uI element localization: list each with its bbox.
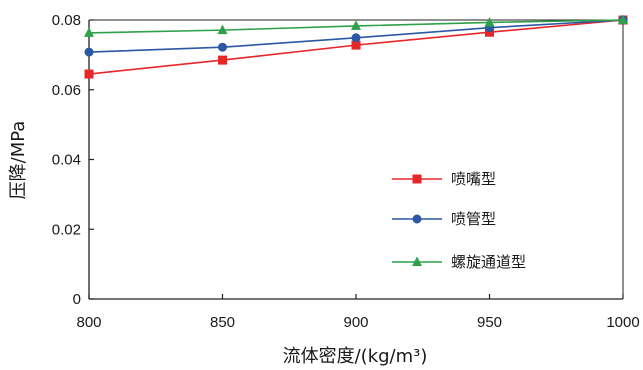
legend-label: 喷管型: [451, 210, 496, 228]
data-point: [84, 47, 94, 57]
data-point: [618, 14, 628, 24]
series-3: [84, 14, 628, 37]
legend-swatch-marker: [412, 256, 422, 266]
data-point: [218, 55, 227, 65]
data-point: [84, 27, 94, 37]
y-tick-label: 0: [73, 291, 81, 308]
x-axis-label: 流体密度/(kg/m³): [283, 346, 428, 367]
legend-item: 螺旋通道型: [392, 253, 526, 271]
data-point: [351, 40, 361, 50]
x-ticks: 800 850 900 950 1000: [76, 294, 640, 331]
data-point: [351, 20, 361, 30]
legend-label: 螺旋通道型: [451, 253, 526, 271]
data-point: [84, 69, 94, 79]
x-tick-label: 850: [210, 314, 235, 331]
data-point: [485, 27, 494, 37]
x-tick-label: 900: [343, 314, 368, 331]
legend-label: 喷嘴型: [451, 170, 496, 188]
y-tick-label: 0.06: [52, 82, 81, 99]
y-tick-label: 0.08: [52, 12, 81, 29]
y-tick-label: 0.04: [52, 152, 81, 169]
series-layer: [84, 14, 628, 79]
data-point: [351, 33, 361, 43]
data-point: [484, 16, 495, 27]
x-tick-label: 950: [477, 314, 502, 331]
legend-swatch-marker: [412, 174, 422, 184]
x-tick-label: 800: [76, 314, 101, 331]
data-point: [218, 42, 227, 52]
y-axis-label: 压降/MPa: [8, 121, 29, 200]
plot-area: [88, 19, 624, 300]
legend-swatch-marker: [412, 214, 422, 224]
x-tick-label: 1000: [606, 314, 639, 331]
series-2: [84, 15, 628, 57]
legend-item: 喷管型: [392, 210, 496, 228]
y-ticks: 0 0.02 0.04 0.06 0.08: [52, 12, 94, 308]
legend-item: 喷嘴型: [392, 170, 496, 188]
data-point: [217, 24, 228, 35]
y-tick-label: 0.02: [52, 221, 81, 238]
